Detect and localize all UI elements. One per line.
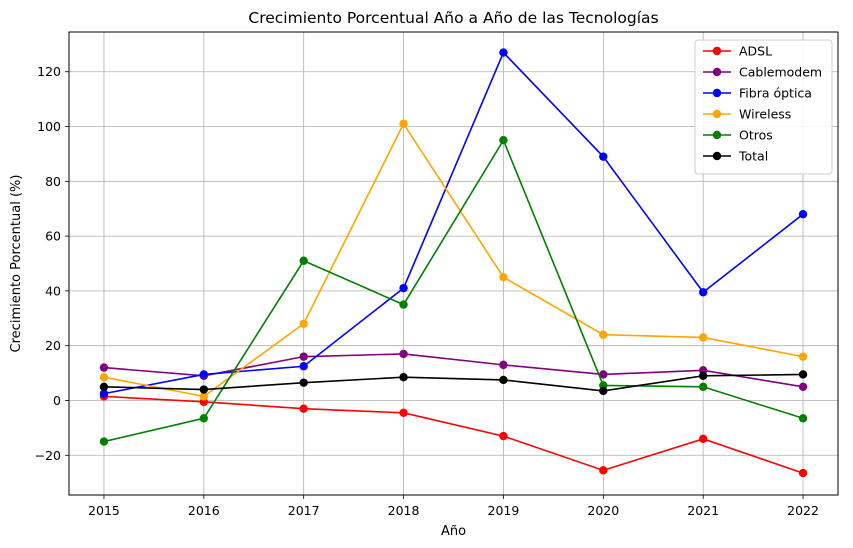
legend-label: Cablemodem — [739, 65, 822, 80]
data-point — [199, 385, 209, 394]
data-point — [698, 434, 708, 444]
series-adsl — [99, 392, 808, 478]
x-tick-label: 2020 — [587, 503, 619, 518]
chart-title: Crecimiento Porcentual Año a Año de las … — [248, 9, 658, 27]
data-point — [299, 352, 308, 361]
series-wireless — [99, 119, 808, 401]
data-point — [99, 389, 109, 398]
legend-box — [694, 39, 833, 175]
data-point — [499, 136, 508, 145]
x-tick-label: 2019 — [488, 503, 520, 518]
legend-item: ADSL — [703, 44, 772, 59]
y-axis-title: Crecimiento Porcentual (%) — [9, 175, 24, 353]
series-line — [103, 122, 804, 398]
legend-label: Wireless — [739, 107, 791, 122]
data-point — [798, 352, 808, 361]
y-tick-label: 100 — [37, 119, 61, 134]
legend-item: Cablemodem — [703, 65, 822, 80]
series-line — [103, 138, 804, 443]
y-tick-label: 0 — [53, 393, 61, 408]
y-tick-label: 40 — [45, 283, 61, 298]
legend-label: Fibra óptica — [739, 86, 812, 101]
x-tick-label: 2016 — [188, 503, 220, 518]
legend-swatch-marker — [712, 88, 722, 98]
series-line — [103, 51, 804, 395]
legend-swatch-marker — [712, 109, 722, 119]
data-point — [299, 256, 308, 265]
data-point — [599, 466, 608, 475]
series-layer — [99, 48, 808, 478]
data-point — [599, 386, 608, 396]
y-tick-label: −20 — [35, 448, 61, 463]
legend-label: ADSL — [739, 44, 772, 59]
data-point — [698, 333, 708, 342]
x-tick-label: 2018 — [388, 503, 420, 518]
data-point — [499, 272, 508, 282]
legend: ADSL Cablemodem Fibra óptica Wireless Otros T… — [694, 39, 833, 175]
legend-item: Wireless — [703, 107, 791, 122]
data-point — [399, 349, 408, 359]
data-point — [698, 382, 708, 391]
x-tick-label: 2021 — [687, 503, 719, 518]
legend-swatch-marker — [712, 46, 722, 56]
data-point — [798, 209, 808, 219]
data-point — [199, 414, 209, 423]
x-axis-title: Año — [441, 524, 466, 539]
legend-swatch-marker — [712, 130, 722, 140]
data-point — [99, 382, 109, 391]
data-point — [499, 375, 508, 385]
data-point — [399, 372, 408, 382]
data-point — [798, 370, 808, 379]
data-point — [798, 414, 808, 423]
data-point — [99, 363, 109, 372]
axis-ticks: 2015 2016 2017 2018 2019 2020 2021 2022 −20 0 20 40… — [35, 64, 819, 518]
data-point — [199, 392, 209, 401]
data-point — [299, 378, 308, 387]
data-point — [99, 372, 109, 382]
legend-item: Fibra óptica — [703, 86, 812, 101]
series-line — [103, 373, 804, 392]
data-point — [399, 119, 408, 128]
series-fibra-ptica — [99, 48, 808, 398]
data-point — [599, 370, 608, 379]
data-point — [99, 437, 109, 446]
data-point — [798, 468, 808, 478]
legend-label: Otros — [739, 128, 773, 143]
x-tick-label: 2015 — [88, 503, 120, 518]
data-point — [499, 48, 508, 57]
legend-item: Total — [703, 149, 768, 164]
legend-item: Otros — [703, 128, 773, 143]
data-point — [299, 319, 308, 328]
data-point — [499, 360, 508, 370]
x-tick-label: 2017 — [288, 503, 320, 518]
series-total — [99, 370, 808, 396]
y-tick-label: 20 — [45, 338, 61, 353]
data-point — [399, 283, 408, 293]
data-point — [698, 371, 708, 381]
y-tick-label: 80 — [45, 174, 61, 189]
data-point — [199, 370, 209, 379]
data-point — [499, 431, 508, 441]
data-point — [798, 382, 808, 391]
x-tick-label: 2022 — [787, 503, 819, 518]
data-point — [399, 300, 408, 309]
series-line — [103, 353, 804, 388]
series-line — [103, 395, 804, 474]
data-point — [698, 288, 708, 297]
data-point — [299, 362, 308, 371]
plot-frame — [68, 31, 839, 496]
legend-swatch-marker — [712, 67, 722, 77]
data-point — [299, 404, 308, 413]
legend-label: Total — [738, 149, 768, 164]
data-point — [399, 408, 408, 418]
data-point — [599, 152, 608, 161]
data-point — [599, 330, 608, 339]
y-tick-label: 60 — [45, 229, 61, 244]
grid-lines — [69, 32, 838, 495]
y-tick-label: 120 — [37, 64, 61, 79]
legend-swatch-marker — [712, 151, 722, 161]
